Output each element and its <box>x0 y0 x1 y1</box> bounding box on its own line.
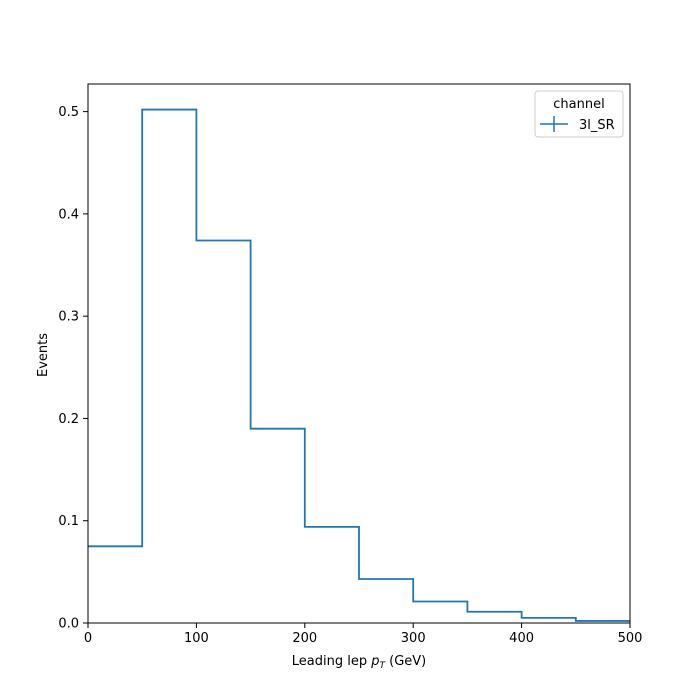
legend-box <box>534 90 624 138</box>
axes-frame <box>87 83 631 624</box>
y-tick-label: 0.4 <box>58 207 79 222</box>
y-tick-label: 0.2 <box>58 412 79 427</box>
histogram-step-line <box>88 108 630 622</box>
legend-entry-3l-sr: 3l_SR <box>579 118 615 133</box>
x-tick-label: 500 <box>618 631 643 646</box>
x-tick-label: 100 <box>184 631 209 646</box>
x-tick-label: 0 <box>84 631 92 646</box>
y-tick-label: 0.0 <box>58 617 79 632</box>
x-axis-label: Leading lep pT (GeV) <box>292 654 426 671</box>
x-tick-label: 200 <box>292 631 317 646</box>
y-axis-ticks: 0.0 0.1 0.2 0.3 0.4 0.5 <box>58 105 88 632</box>
x-tick-label: 400 <box>509 631 534 646</box>
y-tick-label: 0.1 <box>58 514 79 529</box>
legend: channel 3l_SR <box>534 90 624 138</box>
y-tick-label: 0.3 <box>58 310 79 325</box>
plot-area <box>88 108 630 622</box>
x-axis-ticks: 0 100 200 300 400 500 <box>84 623 643 646</box>
y-tick-label: 0.5 <box>58 105 79 120</box>
legend-title: channel <box>553 97 604 112</box>
y-axis-label: Events <box>36 333 51 377</box>
x-tick-label: 300 <box>401 631 426 646</box>
